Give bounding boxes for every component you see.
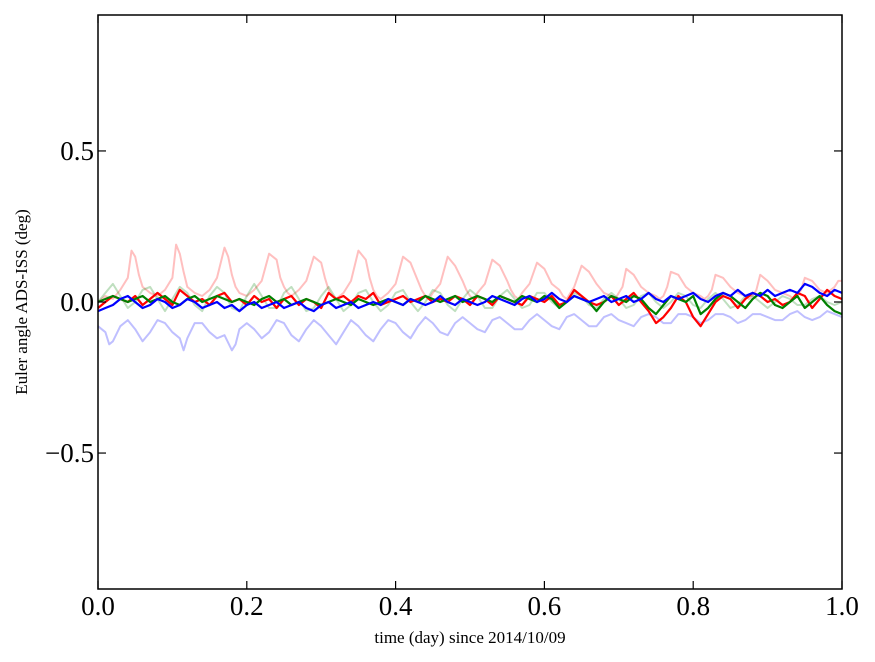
x-tick-label: 0.4 (379, 591, 413, 621)
series-line-6 (97, 282, 843, 313)
x-tick-label: 0.2 (230, 591, 264, 621)
x-tick-label: 0.8 (676, 591, 710, 621)
x-tick-label: 0.6 (528, 591, 562, 621)
series-line-5 (97, 291, 843, 316)
series-line-3 (97, 310, 843, 352)
x-tick-label: 1.0 (825, 591, 859, 621)
series-layer (97, 243, 843, 352)
y-tick-label: 0.0 (60, 287, 94, 317)
y-axis-label: Euler angle ADS-ISS (deg) (12, 209, 31, 395)
y-tick-label: 0.5 (60, 136, 94, 166)
y-tick-label: −0.5 (45, 438, 94, 468)
x-axis-label: time (day) since 2014/10/09 (374, 628, 565, 647)
tick-layer: 0.0 0.2 0.4 0.6 0.8 1.0 −0.5 0.0 0.5 (45, 15, 859, 621)
series-line-4 (97, 288, 843, 328)
x-tick-label: 0.0 (81, 591, 115, 621)
